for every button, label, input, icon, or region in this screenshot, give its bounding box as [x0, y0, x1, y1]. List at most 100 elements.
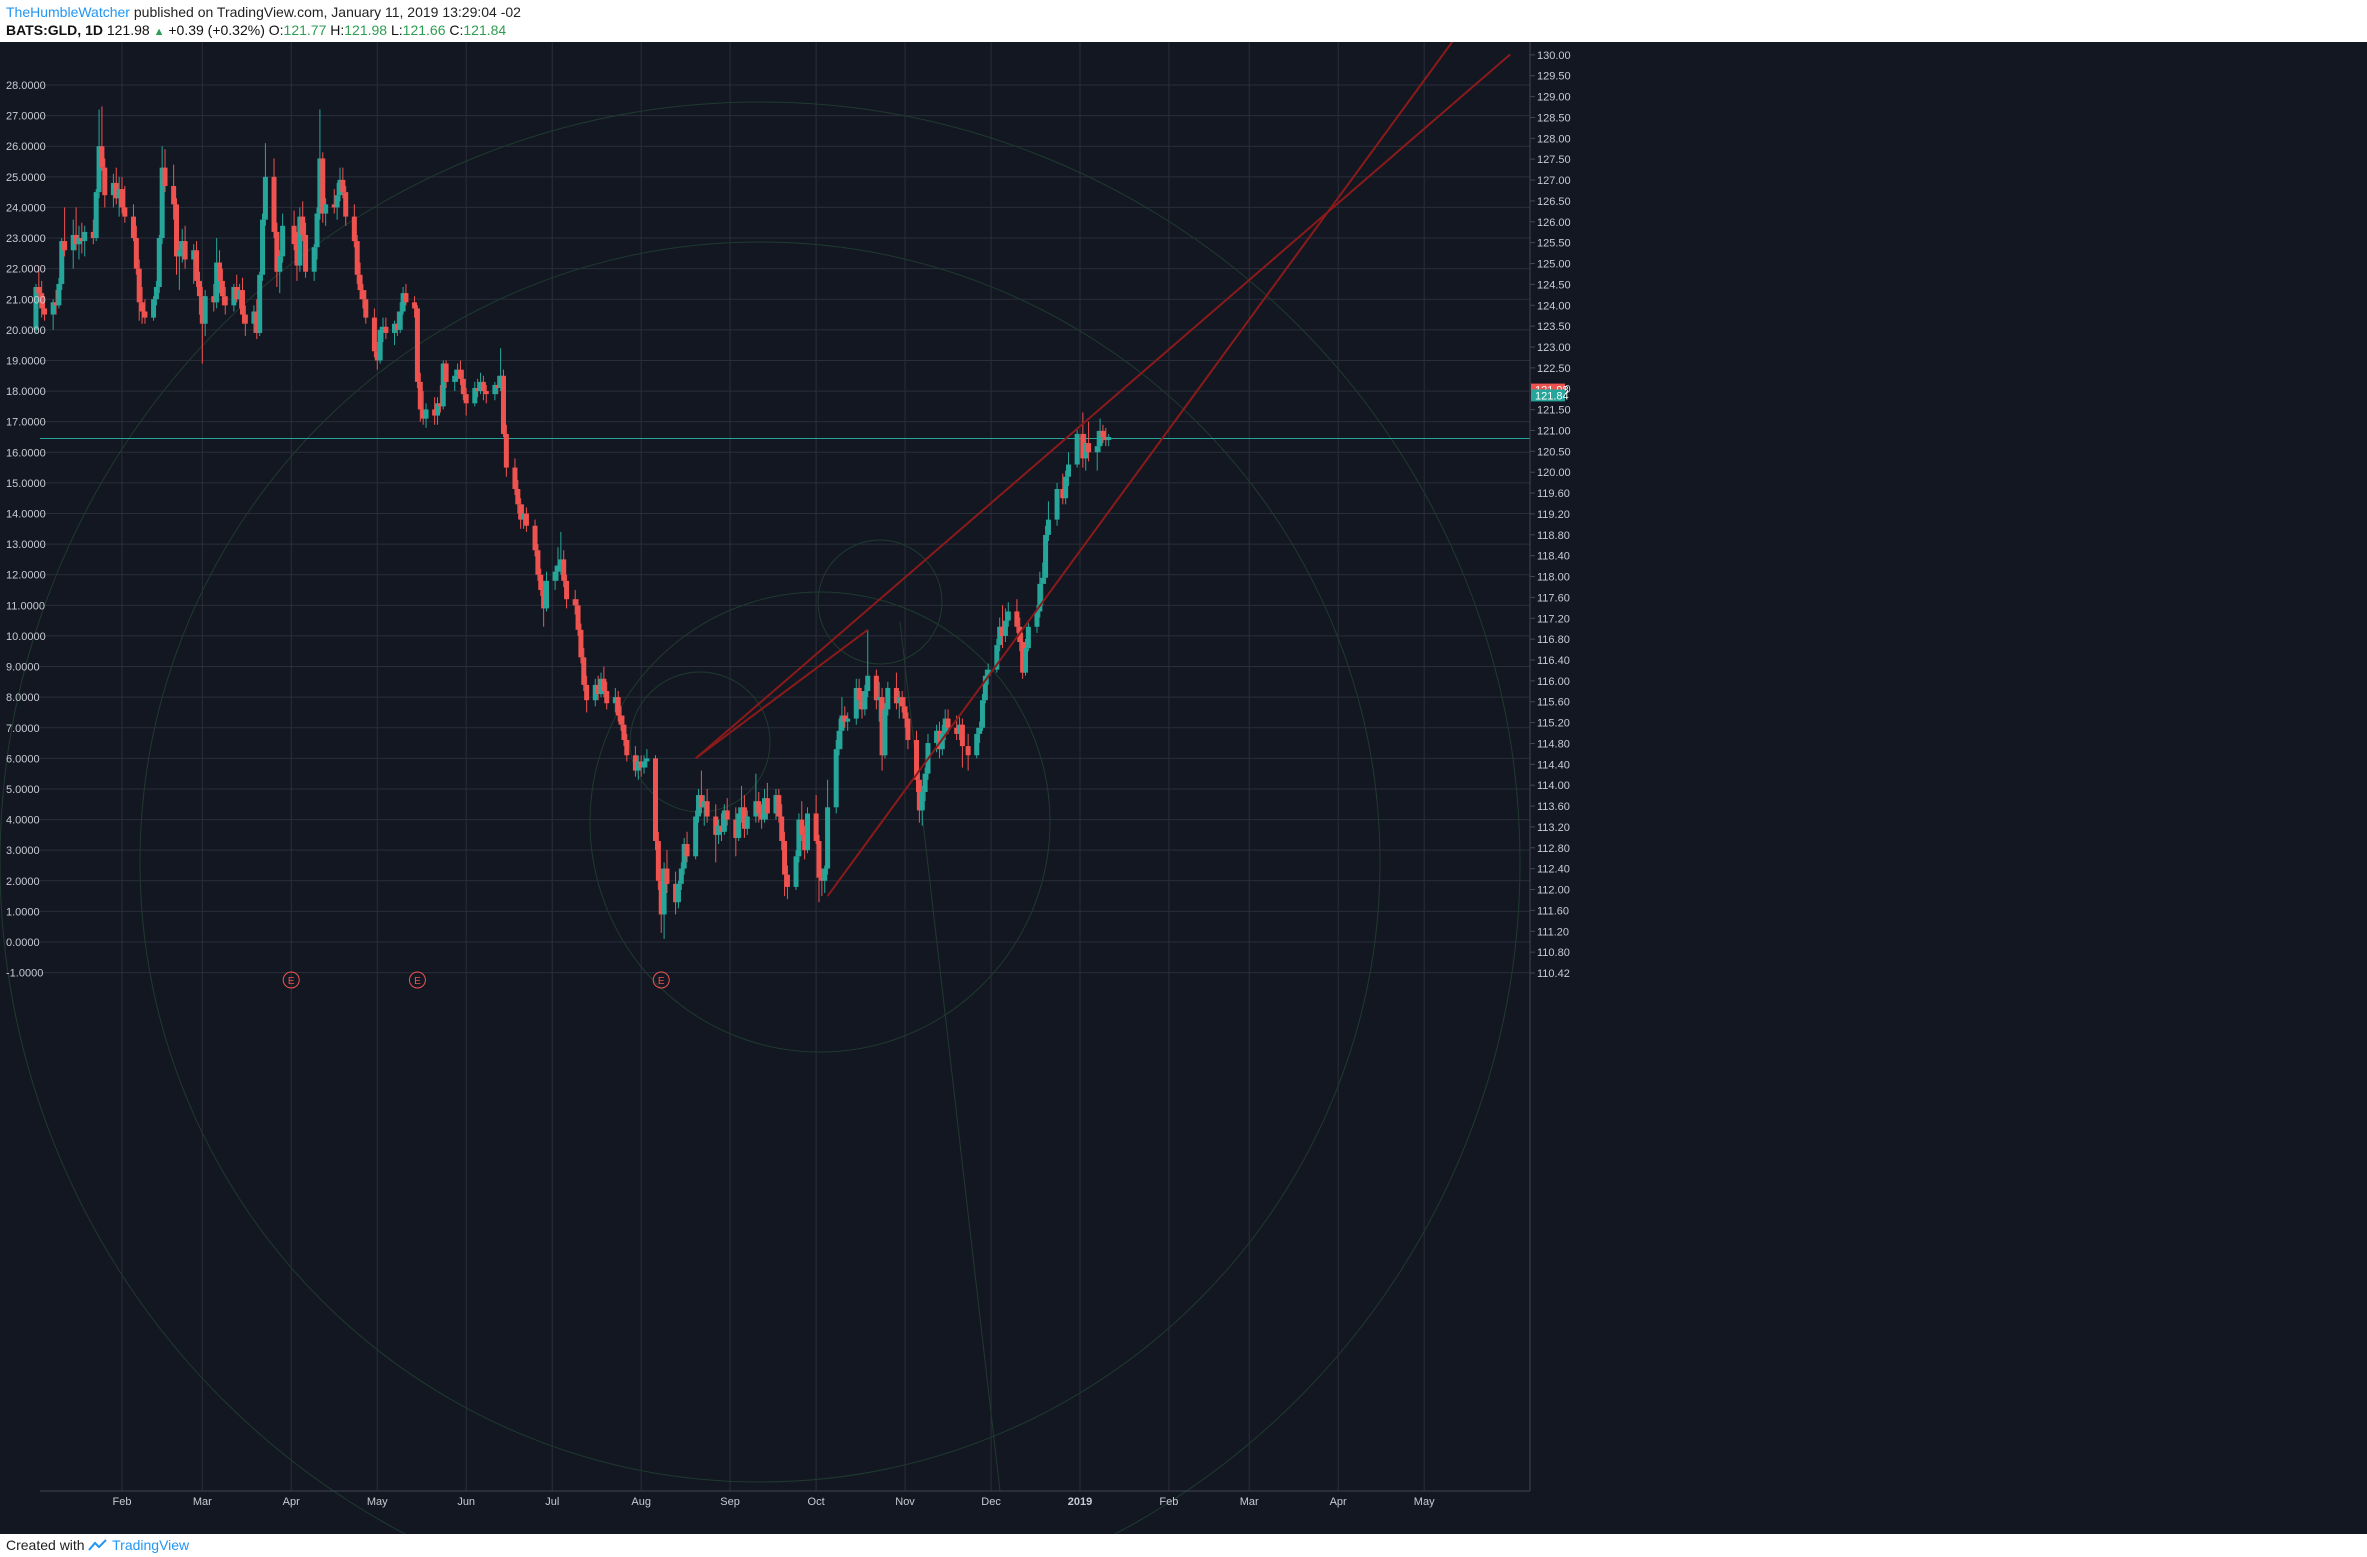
candle-up [865, 629, 871, 698]
candle-up [1025, 620, 1031, 652]
candle-body [498, 375, 504, 389]
candle-up [825, 779, 831, 875]
candle-up [262, 143, 268, 226]
candlestick-chart[interactable]: 28.0000 27.0000 26.0000 25.0000 24.0000 23.00… [0, 42, 2367, 1534]
tradingview-brand-link[interactable]: TradingView [112, 1537, 190, 1553]
candle-body [475, 388, 481, 392]
candle-body [979, 700, 985, 728]
candle-down [42, 296, 48, 321]
author-link[interactable]: TheHumbleWatcher [6, 4, 130, 20]
candle-down [1103, 427, 1109, 447]
candle-body [116, 189, 122, 199]
candle-body [535, 550, 541, 575]
candle-body [664, 868, 670, 884]
candle-up [997, 617, 1003, 652]
right-axis-tick-label: 124.00 [1537, 300, 1571, 312]
candle-body [681, 844, 687, 869]
left-axis-tick-label: 6.0000 [6, 753, 40, 765]
candle-down [819, 868, 825, 897]
right-axis-tick-label: 125.00 [1537, 259, 1571, 271]
candle-up [612, 687, 618, 713]
candle-body [478, 381, 484, 392]
candle-body [363, 299, 369, 318]
candle-body [954, 727, 960, 734]
candle-body [222, 296, 228, 306]
candle-body [977, 727, 983, 734]
candle-body [351, 216, 357, 242]
candle-down [254, 299, 260, 340]
candle-down [291, 210, 297, 251]
candle-body [902, 706, 908, 719]
candle-down [36, 265, 42, 303]
candle-body [584, 684, 590, 701]
candle-up [836, 718, 842, 756]
left-axis-tick-label: 12.0000 [6, 570, 46, 582]
candle-down [905, 712, 911, 750]
right-axis-tick-label: 114.80 [1537, 738, 1570, 750]
candle-up [156, 234, 162, 294]
candle-body [73, 234, 79, 245]
candle-body [472, 388, 478, 404]
candle-body [899, 697, 905, 707]
candle-up [214, 238, 220, 309]
candle-body [985, 669, 991, 676]
candle-up [478, 372, 484, 395]
candle-body [260, 219, 266, 275]
candle-down [417, 372, 423, 422]
candle-body [538, 574, 544, 591]
candle-body [572, 599, 578, 606]
candle-down [899, 691, 905, 713]
candle-body [400, 293, 406, 312]
candle-up [1043, 525, 1049, 584]
candle-body [159, 167, 165, 239]
symbol-name[interactable]: BATS:GLD, 1D [6, 22, 103, 38]
candle-body [1020, 642, 1026, 673]
time-axis-label: Sep [720, 1496, 740, 1508]
left-axis-tick-label: 20.0000 [6, 325, 46, 337]
candle-up [558, 531, 564, 575]
candle-body [595, 684, 601, 695]
candle-down [53, 290, 59, 315]
candle-down [615, 691, 621, 722]
candle-body [675, 883, 681, 903]
candle-body [922, 773, 928, 793]
candle-up [400, 287, 406, 315]
candle-body [337, 179, 343, 196]
candle-body [36, 287, 42, 294]
candle-body [733, 819, 739, 838]
candle-down [463, 388, 469, 416]
candle-body [541, 590, 547, 609]
candle-up [435, 397, 441, 425]
left-axis-tick-label: 23.0000 [6, 233, 46, 245]
candle-body [291, 225, 297, 245]
candle-body [211, 296, 217, 303]
right-axis-tick-label: 115.60 [1537, 697, 1570, 709]
chart-pane[interactable]: 28.0000 27.0000 26.0000 25.0000 24.0000 23.00… [0, 42, 2367, 1534]
candle-up [153, 280, 159, 306]
footer-text: Created with TradingView [6, 1537, 189, 1553]
earnings-marker [282, 971, 300, 989]
candle-body [70, 234, 76, 251]
candle-body [856, 687, 862, 701]
candle-down [371, 308, 377, 358]
candle-up [796, 813, 802, 863]
candle-body [79, 238, 85, 242]
candle-up [231, 283, 237, 312]
candle-down [102, 158, 108, 208]
candle-up [237, 283, 243, 309]
candle-down [618, 706, 624, 731]
candle-down [460, 369, 466, 401]
candle-body [303, 234, 309, 272]
left-axis-tick-label: 14.0000 [6, 509, 46, 521]
candle-down [403, 283, 409, 306]
candle-up [862, 684, 868, 716]
candle-down [271, 158, 277, 239]
candle-up [896, 691, 902, 719]
candle-up [681, 837, 687, 875]
candle-body [612, 697, 618, 704]
candle-up [739, 785, 745, 823]
candle-down [624, 733, 630, 762]
candle-body [1094, 446, 1100, 453]
candle-down [564, 574, 570, 609]
candle-up [337, 167, 343, 202]
